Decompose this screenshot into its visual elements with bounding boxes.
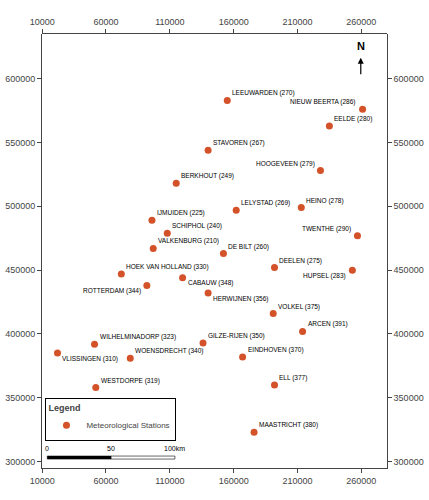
svg-text:DE BILT (260): DE BILT (260) (228, 243, 269, 251)
svg-text:100km: 100km (164, 445, 185, 452)
svg-text:500000: 500000 (5, 201, 35, 211)
svg-text:WILHELMINADORP (323): WILHELMINADORP (323) (100, 333, 176, 341)
svg-text:210000: 210000 (282, 17, 312, 27)
svg-text:WESTDORPE (319): WESTDORPE (319) (101, 377, 160, 385)
svg-text:550000: 550000 (5, 138, 35, 148)
svg-text:160000: 160000 (219, 476, 249, 486)
svg-text:600000: 600000 (5, 74, 35, 84)
svg-text:400000: 400000 (394, 329, 424, 339)
svg-text:10000: 10000 (30, 476, 55, 486)
svg-text:STAVOREN (267): STAVOREN (267) (213, 139, 265, 147)
svg-text:50: 50 (107, 445, 115, 452)
svg-text:60000: 60000 (93, 17, 118, 27)
svg-text:10000: 10000 (30, 17, 55, 27)
svg-text:NIEUW BEERTA (286): NIEUW BEERTA (286) (290, 98, 356, 106)
svg-text:HUPSEL (283): HUPSEL (283) (303, 272, 346, 280)
svg-text:VALKENBURG (210): VALKENBURG (210) (158, 237, 219, 245)
svg-text:EELDE (280): EELDE (280) (334, 115, 372, 123)
svg-text:EINDHOVEN (370): EINDHOVEN (370) (248, 346, 304, 354)
svg-text:MAASTRICHT (380): MAASTRICHT (380) (259, 421, 318, 429)
svg-text:VLISSINGEN (310): VLISSINGEN (310) (62, 355, 118, 363)
svg-text:SCHIPHOL (240): SCHIPHOL (240) (172, 222, 222, 230)
svg-text:HOEK VAN HOLLAND (330): HOEK VAN HOLLAND (330) (126, 263, 209, 271)
svg-text:HEINO (278): HEINO (278) (306, 197, 344, 205)
svg-text:300000: 300000 (394, 457, 424, 467)
svg-text:BERKHOUT (249): BERKHOUT (249) (181, 172, 234, 180)
svg-text:Legend: Legend (48, 403, 80, 413)
svg-text:HOOGEVEEN (279): HOOGEVEEN (279) (256, 160, 315, 168)
svg-text:WOENSDRECHT (340): WOENSDRECHT (340) (135, 347, 204, 355)
svg-text:450000: 450000 (5, 265, 35, 275)
svg-text:LEEUWARDEN (270): LEEUWARDEN (270) (232, 89, 295, 97)
svg-text:300000: 300000 (5, 457, 35, 467)
svg-text:400000: 400000 (5, 329, 35, 339)
svg-text:TWENTHE (290): TWENTHE (290) (302, 225, 351, 233)
svg-text:260000: 260000 (346, 476, 376, 486)
svg-text:Meteorological Stations: Meteorological Stations (86, 421, 169, 430)
svg-text:DEELEN (275): DEELEN (275) (279, 257, 322, 265)
svg-text:0: 0 (45, 445, 49, 452)
svg-text:ROTTERDAM (344): ROTTERDAM (344) (83, 287, 141, 295)
svg-text:N: N (357, 40, 365, 52)
svg-text:350000: 350000 (5, 393, 35, 403)
svg-text:LELYSTAD (269): LELYSTAD (269) (241, 199, 290, 207)
svg-text:GILZE-RIJEN (350): GILZE-RIJEN (350) (208, 332, 265, 340)
svg-text:210000: 210000 (282, 476, 312, 486)
svg-text:60000: 60000 (93, 476, 118, 486)
svg-text:550000: 550000 (394, 138, 424, 148)
svg-text:450000: 450000 (394, 265, 424, 275)
svg-text:350000: 350000 (394, 393, 424, 403)
svg-text:260000: 260000 (346, 17, 376, 27)
svg-text:110000: 110000 (155, 17, 184, 27)
svg-text:CABAUW (348): CABAUW (348) (188, 279, 234, 287)
svg-text:110000: 110000 (155, 476, 184, 486)
svg-text:VOLKEL (375): VOLKEL (375) (278, 303, 320, 311)
svg-text:500000: 500000 (394, 201, 424, 211)
svg-text:ELL (377): ELL (377) (279, 374, 307, 382)
svg-text:HERWIJNEN (356): HERWIJNEN (356) (213, 295, 269, 303)
svg-text:160000: 160000 (219, 17, 249, 27)
svg-text:ARCEN (391): ARCEN (391) (308, 320, 348, 328)
svg-text:600000: 600000 (394, 74, 424, 84)
svg-text:IJMUIDEN (225): IJMUIDEN (225) (157, 209, 205, 217)
